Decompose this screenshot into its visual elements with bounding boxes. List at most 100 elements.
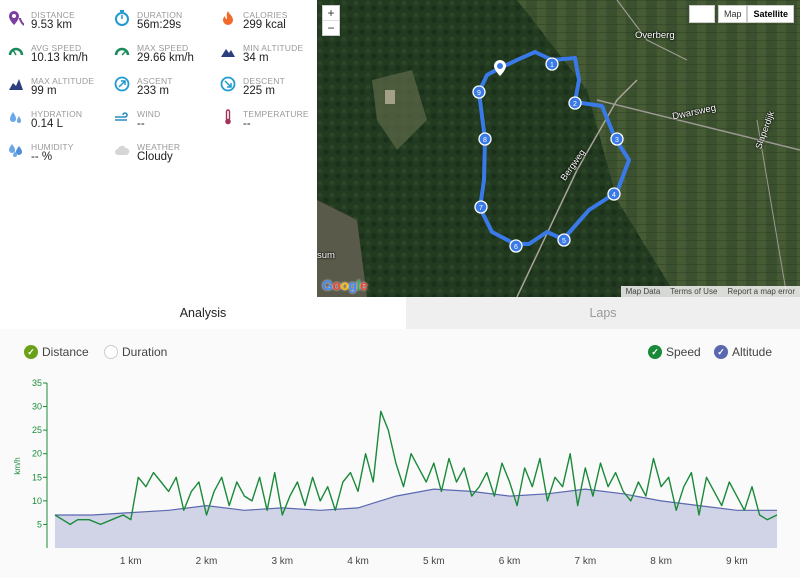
tab-analysis[interactable]: Analysis <box>0 297 406 329</box>
altitude-area <box>55 489 777 548</box>
stat-value: 225 m <box>243 85 275 97</box>
route-marker-4: 4 <box>612 192 616 199</box>
tab-bar: Analysis Laps <box>0 297 800 329</box>
stat-humidity: HUMIDITY -- % <box>0 132 100 163</box>
stat-avg-speed: AVG SPEED 10.13 km/h <box>0 33 100 64</box>
stat-value: 299 kcal <box>243 19 286 31</box>
route-marker-7: 7 <box>479 205 483 212</box>
zoom-in-button[interactable]: + <box>323 6 339 21</box>
stat-distance: DISTANCE 9.53 km <box>0 0 100 31</box>
speedometer-max-icon <box>114 47 130 56</box>
terms-of-use-link[interactable]: Terms of Use <box>670 287 718 296</box>
stat-value: 56m:29s <box>137 19 182 31</box>
stat-weather: WEATHER Cloudy <box>106 132 206 163</box>
toggle-duration[interactable]: Duration <box>104 345 167 359</box>
route-marker-1: 1 <box>550 62 554 69</box>
stat-label: ASCENT <box>137 76 173 86</box>
route-marker-5: 5 <box>562 238 566 245</box>
stat-max-speed: MAX SPEED 29.66 km/h <box>106 33 206 64</box>
stat-value: 0.14 L <box>31 118 63 130</box>
stat-value: 233 m <box>137 85 169 97</box>
analysis-chart: 5 10 15 20 25 30 35 1 km 2 km 3 km 4 km 5 km 6 km 7 k… <box>13 378 778 567</box>
route-marker-9: 9 <box>477 90 481 97</box>
stat-min-altitude: MIN ALTITUDE 34 m <box>212 33 312 64</box>
y-tick-label: 20 <box>32 449 42 459</box>
toggle-altitude-label: Altitude <box>732 345 773 359</box>
stat-label: MIN ALTITUDE <box>243 43 304 53</box>
stat-hydration: HYDRATION 0.14 L <box>0 99 100 130</box>
toggle-distance-label: Distance <box>42 345 89 359</box>
toggle-duration-label: Duration <box>122 345 168 359</box>
stat-value: 99 m <box>31 85 57 97</box>
flame-icon <box>223 11 233 25</box>
route-markers: 1 2 3 4 5 6 7 8 9 <box>472 57 624 253</box>
stat-label: AVG SPEED <box>31 43 82 53</box>
stat-label: DURATION <box>137 10 183 20</box>
stats-panel: DISTANCE 9.53 km DURATION 56m:29s CALORI… <box>0 0 317 297</box>
map-label-town: sum <box>317 250 335 261</box>
y-tick-label: 25 <box>32 425 42 435</box>
stat-value: -- <box>243 118 251 130</box>
stat-label: HYDRATION <box>31 109 83 119</box>
route-map[interactable]: 1 2 3 4 5 6 7 8 9 Overberg Dwarsweg Slap… <box>317 0 800 297</box>
map-type-controls: Map Satellite <box>688 5 794 23</box>
checked-icon: ✓ <box>648 345 662 359</box>
route-marker-6: 6 <box>514 244 518 251</box>
stat-value: Cloudy <box>137 151 173 163</box>
zoom-out-button[interactable]: − <box>327 21 335 35</box>
water-drops-icon <box>10 112 21 123</box>
x-tick-label: 2 km <box>196 556 218 567</box>
map-data-link[interactable]: Map Data <box>625 287 661 296</box>
stat-label: TEMPERATURE <box>243 109 309 119</box>
stat-value: 29.66 km/h <box>137 52 194 64</box>
y-tick-label: 30 <box>32 402 42 412</box>
stat-label: WIND <box>137 109 161 119</box>
map-type-satellite-button[interactable]: Satellite <box>747 5 794 23</box>
x-tick-label: 9 km <box>726 556 748 567</box>
toggle-distance[interactable]: ✓ Distance <box>24 345 89 359</box>
tab-laps[interactable]: Laps <box>406 297 800 329</box>
stat-label: WEATHER <box>137 142 181 152</box>
stat-label: DISTANCE <box>31 10 75 20</box>
stat-label: MAX ALTITUDE <box>31 76 95 86</box>
unchecked-icon <box>104 345 118 359</box>
stat-wind: WIND -- <box>106 99 206 130</box>
report-map-error-link[interactable]: Report a map error <box>727 287 795 296</box>
x-tick-label: 7 km <box>574 556 596 567</box>
y-axis-label: km/h <box>13 457 22 474</box>
y-tick-label: 5 <box>37 519 42 529</box>
x-tick-label: 6 km <box>499 556 521 567</box>
map-type-map-button[interactable]: Map <box>717 5 748 23</box>
toggle-altitude[interactable]: ✓ Altitude <box>714 345 772 359</box>
stat-ascent: ASCENT 233 m <box>106 66 206 97</box>
stat-label: DESCENT <box>243 76 286 86</box>
toggle-speed-label: Speed <box>666 345 701 359</box>
x-tick-label: 1 km <box>120 556 142 567</box>
start-pin-icon <box>494 60 506 76</box>
speedometer-icon <box>8 47 24 56</box>
stat-label: CALORIES <box>243 10 288 20</box>
mountain-icon <box>221 49 235 57</box>
stat-value: -- % <box>31 151 53 163</box>
x-tick-label: 3 km <box>271 556 293 567</box>
cloud-icon <box>115 145 130 155</box>
x-tick-label: 4 km <box>347 556 369 567</box>
thermometer-icon <box>225 109 231 125</box>
x-tick-label: 5 km <box>423 556 445 567</box>
wind-icon <box>115 112 128 121</box>
google-logo: Google <box>322 277 368 293</box>
checked-icon: ✓ <box>24 345 38 359</box>
analysis-panel: ✓ Distance Duration ✓ Speed ✓ Altitude 5… <box>0 329 800 578</box>
stat-value: -- <box>137 118 145 130</box>
stat-value: 34 m <box>243 52 269 64</box>
fullscreen-button[interactable] <box>688 5 715 23</box>
toggle-speed[interactable]: ✓ Speed <box>648 345 701 359</box>
stat-value: 10.13 km/h <box>31 52 88 64</box>
speed-line <box>54 410 778 526</box>
satellite-imagery: 1 2 3 4 5 6 7 8 9 <box>317 0 800 297</box>
ascent-icon <box>114 76 130 92</box>
stat-label: HUMIDITY <box>31 142 74 152</box>
stat-label: MAX SPEED <box>137 43 189 53</box>
map-attribution: Map Data Terms of Use Report a map error <box>620 286 800 297</box>
stat-descent: DESCENT 225 m <box>212 66 312 97</box>
